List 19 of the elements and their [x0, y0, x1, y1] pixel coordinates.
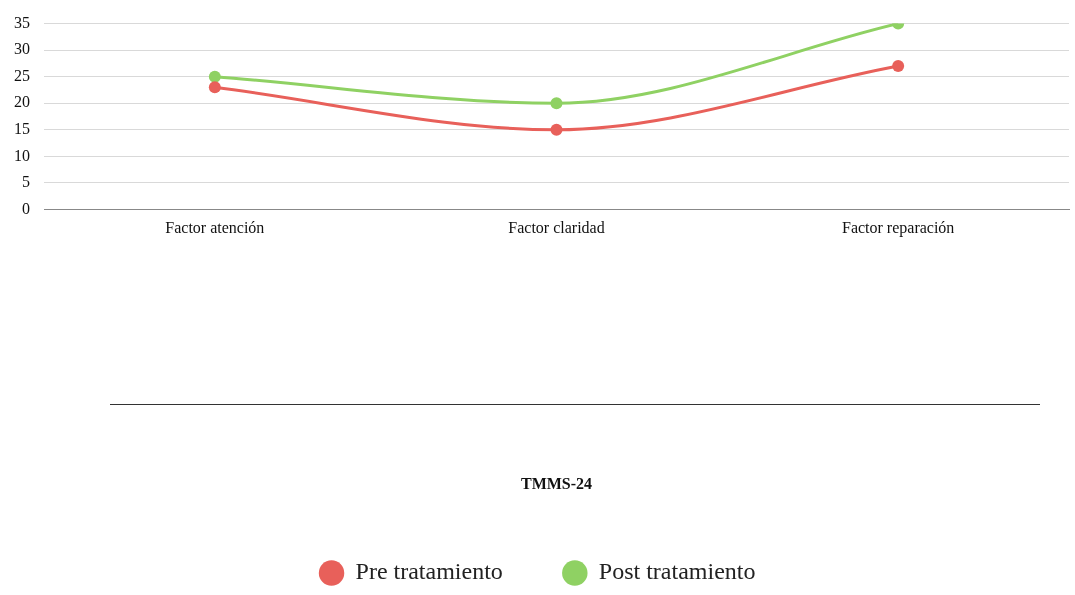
legend-label: Pre tratamiento — [355, 558, 503, 585]
text: TMMS-24 — [520, 475, 593, 493]
x-tick-label: Factor atención — [165, 219, 265, 237]
point — [550, 97, 563, 110]
y-tick-label: 20 — [14, 93, 30, 111]
legend-label: Post tratamiento — [598, 558, 756, 585]
point — [208, 81, 221, 94]
y-tick-label: 5 — [22, 173, 30, 191]
x-tick-label: Factor claridad — [508, 219, 605, 237]
y-tick-label: 25 — [14, 66, 30, 84]
y-tick-label: 10 — [14, 146, 30, 164]
y-tick-label: 0 — [22, 199, 30, 217]
point — [208, 70, 221, 83]
point — [892, 60, 905, 73]
x-tick-label: Factor reparación — [841, 219, 955, 238]
y-tick-label: 35 — [14, 13, 30, 31]
point — [550, 123, 563, 136]
y-tick-label: 30 — [14, 40, 30, 58]
y-tick-label: 15 — [14, 120, 30, 138]
